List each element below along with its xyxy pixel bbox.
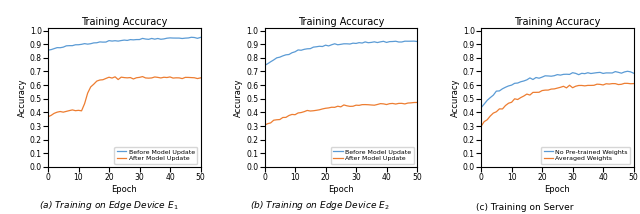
X-axis label: Epoch: Epoch (328, 185, 354, 194)
Y-axis label: Accuracy: Accuracy (18, 78, 27, 117)
X-axis label: Epoch: Epoch (545, 185, 570, 194)
Title: Training Accuracy: Training Accuracy (514, 17, 600, 27)
Text: (b) Training on Edge Device $E_2$: (b) Training on Edge Device $E_2$ (250, 199, 390, 212)
Y-axis label: Accuracy: Accuracy (451, 78, 460, 117)
Text: (c) Training on Server: (c) Training on Server (476, 203, 573, 212)
Y-axis label: Accuracy: Accuracy (234, 78, 243, 117)
Legend: Before Model Update, After Model Update: Before Model Update, After Model Update (331, 147, 414, 164)
Text: (a) Training on Edge Device $E_1$: (a) Training on Edge Device $E_1$ (39, 199, 179, 212)
Legend: Before Model Update, After Model Update: Before Model Update, After Model Update (115, 147, 197, 164)
X-axis label: Epoch: Epoch (111, 185, 137, 194)
Legend: No Pre-trained Weights, Averaged Weights: No Pre-trained Weights, Averaged Weights (541, 147, 630, 164)
Title: Training Accuracy: Training Accuracy (298, 17, 384, 27)
Title: Training Accuracy: Training Accuracy (81, 17, 168, 27)
